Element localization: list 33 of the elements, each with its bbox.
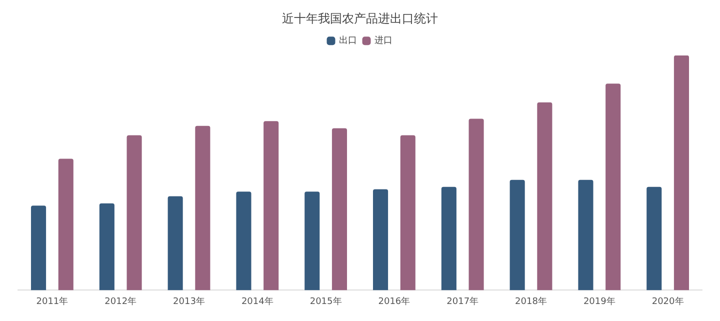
legend-label: 进口 xyxy=(374,35,392,46)
x-tick-label: 2016年 xyxy=(378,296,410,307)
bar xyxy=(195,126,210,290)
bar xyxy=(468,118,484,290)
bar xyxy=(236,192,252,290)
x-tick-label: 2017年 xyxy=(446,296,479,307)
bar xyxy=(606,84,621,290)
legend-label: 出口 xyxy=(339,35,357,46)
x-tick-label: 2011年 xyxy=(36,296,68,307)
bar xyxy=(441,186,456,290)
bar xyxy=(168,196,183,290)
bar xyxy=(674,55,690,290)
bar xyxy=(264,121,279,290)
bar xyxy=(126,135,142,290)
x-tick-label: 2018年 xyxy=(515,296,547,307)
x-tick-label: 2013年 xyxy=(173,296,205,307)
bar xyxy=(400,135,416,290)
bar xyxy=(304,192,320,290)
bar xyxy=(578,180,594,290)
x-tick-label: 2020年 xyxy=(652,296,684,307)
bar xyxy=(30,206,46,290)
x-tick-label: 2012年 xyxy=(104,296,137,307)
x-tick-label: 2014年 xyxy=(241,296,274,307)
bar xyxy=(372,189,388,290)
bar xyxy=(510,180,525,290)
x-tick-label: 2015年 xyxy=(310,296,342,307)
bar xyxy=(646,186,662,290)
bar xyxy=(58,158,74,290)
bar xyxy=(99,203,114,290)
bar xyxy=(332,128,348,290)
chart-title: 近十年我国农产品进出口统计 xyxy=(282,11,438,26)
x-tick-label: 2019年 xyxy=(583,296,616,307)
bar xyxy=(537,102,552,290)
